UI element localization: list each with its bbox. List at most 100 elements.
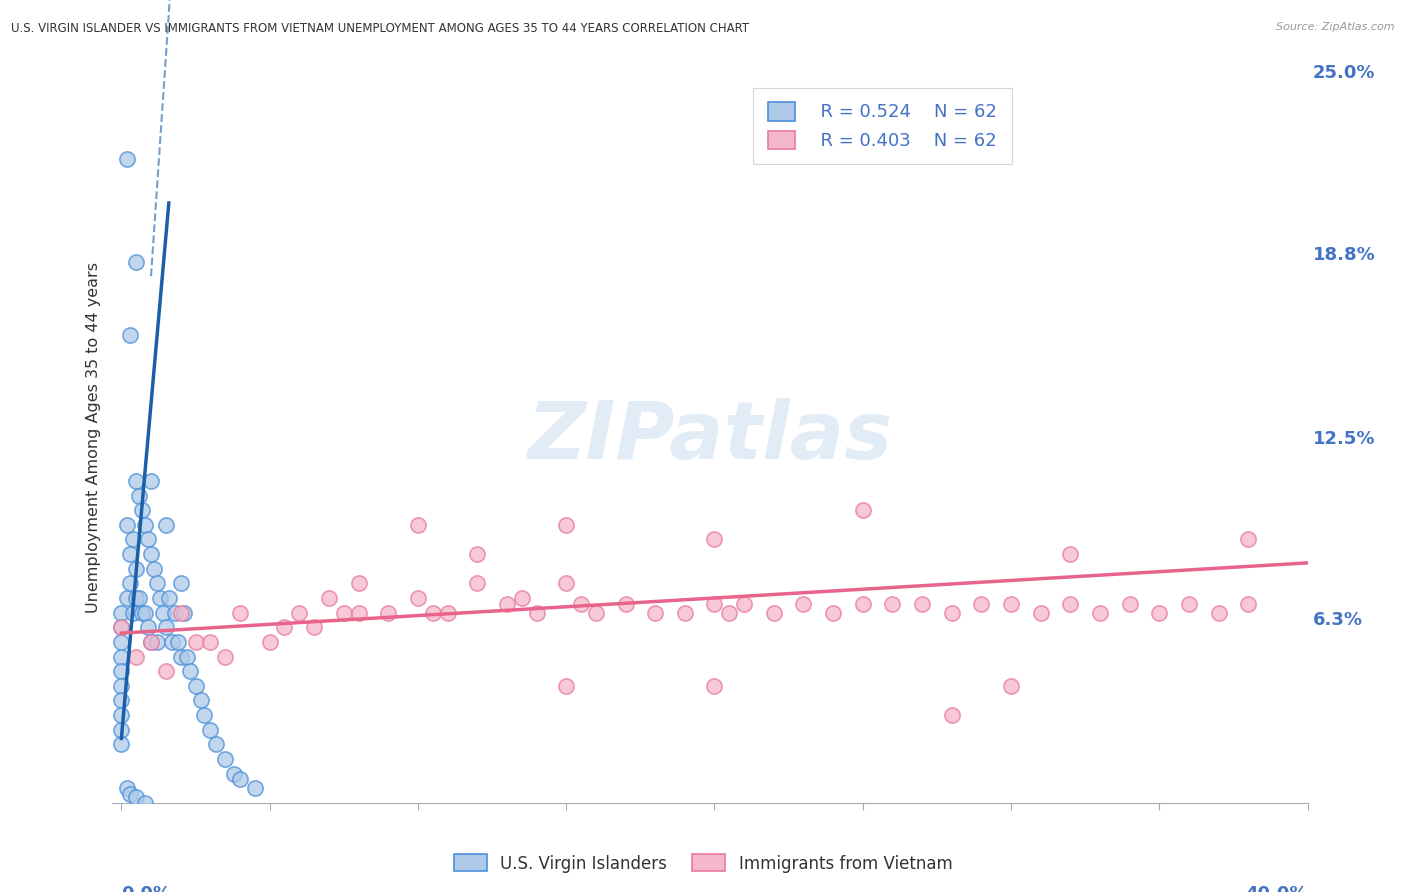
Point bbox=[155, 620, 177, 634]
Point bbox=[673, 606, 696, 620]
Point bbox=[125, 474, 148, 488]
Text: 40.0%: 40.0% bbox=[1246, 885, 1308, 892]
Point bbox=[139, 635, 162, 649]
Point bbox=[288, 606, 311, 620]
Point bbox=[1059, 597, 1081, 611]
Point bbox=[941, 708, 963, 723]
Point bbox=[122, 533, 145, 547]
Point bbox=[347, 606, 370, 620]
Point bbox=[193, 708, 215, 723]
Text: U.S. VIRGIN ISLANDER VS IMMIGRANTS FROM VIETNAM UNEMPLOYMENT AMONG AGES 35 TO 44: U.S. VIRGIN ISLANDER VS IMMIGRANTS FROM … bbox=[11, 22, 749, 36]
Point bbox=[229, 606, 252, 620]
Point bbox=[136, 533, 159, 547]
Point bbox=[125, 591, 148, 605]
Point bbox=[823, 606, 845, 620]
Point bbox=[131, 606, 153, 620]
Point bbox=[703, 679, 725, 693]
Point bbox=[170, 606, 193, 620]
Point bbox=[184, 679, 207, 693]
Point bbox=[510, 591, 533, 605]
Point bbox=[110, 606, 132, 620]
Point bbox=[125, 789, 148, 804]
Point bbox=[110, 649, 132, 664]
Point bbox=[136, 620, 159, 634]
Point bbox=[110, 723, 132, 737]
Point bbox=[117, 591, 139, 605]
Point bbox=[176, 649, 198, 664]
Point bbox=[422, 606, 444, 620]
Point bbox=[152, 606, 174, 620]
Point bbox=[184, 635, 207, 649]
Point bbox=[120, 547, 142, 561]
Point bbox=[146, 635, 169, 649]
Point bbox=[733, 597, 755, 611]
Point bbox=[1149, 606, 1171, 620]
Point bbox=[143, 562, 166, 576]
Point bbox=[496, 597, 519, 611]
Point bbox=[110, 708, 132, 723]
Point bbox=[882, 597, 904, 611]
Point bbox=[406, 591, 429, 605]
Point bbox=[155, 664, 177, 678]
Point bbox=[117, 781, 139, 796]
Point bbox=[222, 766, 245, 780]
Point bbox=[1088, 606, 1111, 620]
Point bbox=[1029, 606, 1052, 620]
Point bbox=[125, 649, 148, 664]
Point bbox=[614, 597, 637, 611]
Point bbox=[852, 597, 875, 611]
Point bbox=[214, 752, 236, 766]
Point bbox=[762, 606, 785, 620]
Point bbox=[970, 597, 993, 611]
Point bbox=[170, 649, 193, 664]
Point bbox=[134, 606, 156, 620]
Point bbox=[157, 591, 180, 605]
Point bbox=[173, 606, 195, 620]
Point bbox=[229, 772, 252, 787]
Point bbox=[1237, 533, 1260, 547]
Point bbox=[110, 620, 132, 634]
Point bbox=[155, 517, 177, 532]
Legend: U.S. Virgin Islanders, Immigrants from Vietnam: U.S. Virgin Islanders, Immigrants from V… bbox=[447, 847, 959, 880]
Point bbox=[1059, 547, 1081, 561]
Point bbox=[526, 606, 548, 620]
Point bbox=[718, 606, 741, 620]
Point bbox=[122, 606, 145, 620]
Point bbox=[1178, 597, 1201, 611]
Text: Source: ZipAtlas.com: Source: ZipAtlas.com bbox=[1277, 22, 1395, 32]
Point bbox=[911, 597, 934, 611]
Y-axis label: Unemployment Among Ages 35 to 44 years: Unemployment Among Ages 35 to 44 years bbox=[86, 261, 101, 613]
Point bbox=[465, 547, 488, 561]
Point bbox=[125, 562, 148, 576]
Point bbox=[941, 606, 963, 620]
Point bbox=[110, 737, 132, 751]
Point bbox=[792, 597, 814, 611]
Point bbox=[259, 635, 281, 649]
Point bbox=[139, 547, 162, 561]
Point bbox=[139, 635, 162, 649]
Point bbox=[120, 576, 142, 591]
Legend:   R = 0.524    N = 62,   R = 0.403    N = 62: R = 0.524 N = 62, R = 0.403 N = 62 bbox=[754, 87, 1012, 164]
Point bbox=[120, 327, 142, 342]
Point bbox=[190, 693, 212, 707]
Point bbox=[1208, 606, 1230, 620]
Point bbox=[179, 664, 201, 678]
Point bbox=[555, 576, 578, 591]
Point bbox=[166, 635, 188, 649]
Point bbox=[110, 664, 132, 678]
Point bbox=[703, 533, 725, 547]
Point bbox=[125, 254, 148, 268]
Point bbox=[273, 620, 295, 634]
Point bbox=[134, 796, 156, 810]
Point bbox=[128, 489, 150, 503]
Point bbox=[1237, 597, 1260, 611]
Point bbox=[703, 597, 725, 611]
Point bbox=[200, 635, 222, 649]
Point bbox=[347, 576, 370, 591]
Point bbox=[163, 606, 186, 620]
Point bbox=[149, 591, 172, 605]
Point bbox=[585, 606, 607, 620]
Point bbox=[128, 591, 150, 605]
Point bbox=[644, 606, 666, 620]
Point bbox=[852, 503, 875, 517]
